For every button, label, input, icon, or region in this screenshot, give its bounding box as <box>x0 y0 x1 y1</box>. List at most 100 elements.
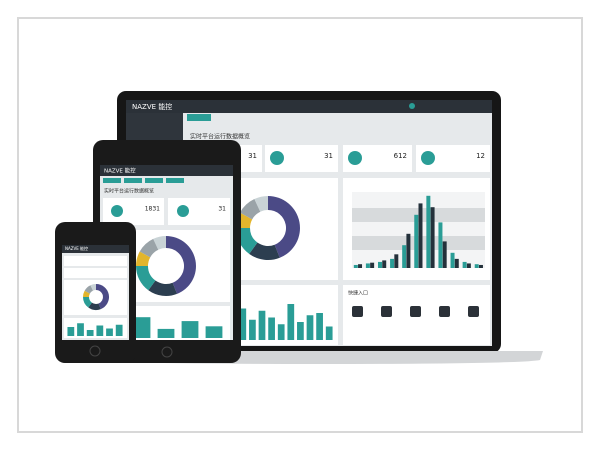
donut-segment <box>139 238 159 258</box>
bar <box>430 207 435 268</box>
page-title: 实时平台运行数据概览 <box>190 133 250 141</box>
bar <box>454 258 459 268</box>
donut-segment <box>153 236 166 250</box>
bar <box>249 319 256 340</box>
quick-icon[interactable] <box>468 306 479 317</box>
bar <box>358 264 363 268</box>
tab[interactable] <box>124 178 142 183</box>
donut-segment <box>88 302 101 311</box>
bar <box>205 326 223 338</box>
bar <box>414 214 419 268</box>
brand: NAZVE 能控 <box>104 167 136 175</box>
bar <box>394 254 399 268</box>
stat-value: 1831 <box>145 206 160 213</box>
bar <box>466 263 471 268</box>
bar <box>365 263 370 268</box>
bar <box>86 330 94 336</box>
laptop-charts <box>191 195 483 340</box>
bar <box>426 195 431 268</box>
bar <box>438 222 443 268</box>
quick-icon[interactable] <box>439 306 450 317</box>
home-button[interactable] <box>161 346 173 358</box>
bar <box>390 258 395 268</box>
tab[interactable] <box>145 178 163 183</box>
icon <box>421 151 435 165</box>
bar <box>67 327 75 336</box>
bar <box>115 324 123 336</box>
donut-segment <box>136 266 156 291</box>
bar <box>239 308 247 340</box>
donut-segment <box>268 196 300 258</box>
bar <box>462 261 467 268</box>
bar <box>377 261 382 268</box>
bar <box>96 325 104 336</box>
bar <box>450 252 455 268</box>
donut-segment <box>166 236 196 294</box>
phone-charts <box>67 284 123 336</box>
phone: NAZVE 能控 <box>55 222 136 363</box>
page-title: 实时平台运行数据概览 <box>104 188 154 195</box>
donut-segment <box>136 251 151 266</box>
card <box>64 268 127 278</box>
card <box>64 256 127 266</box>
donut-segment <box>83 290 90 297</box>
user-icon <box>409 103 415 109</box>
icon <box>111 205 123 217</box>
tab <box>187 114 211 121</box>
icon <box>348 151 362 165</box>
donut-segment <box>254 196 268 212</box>
bar <box>306 315 314 340</box>
stat-value: 612 <box>394 152 407 160</box>
bar <box>157 328 175 338</box>
bar <box>133 317 151 338</box>
brand: NAZVE 能控 <box>65 245 88 251</box>
bar <box>297 322 304 340</box>
tab[interactable] <box>166 178 184 183</box>
bar <box>382 260 387 268</box>
bar <box>325 326 333 340</box>
tablet-charts: 1831 31 <box>109 206 226 338</box>
quick-icon[interactable] <box>381 306 392 317</box>
stat-value: 31 <box>324 152 333 160</box>
bar <box>402 245 407 268</box>
bar <box>277 324 285 340</box>
bar <box>406 233 411 268</box>
bar <box>106 328 113 336</box>
donut-segment <box>239 199 261 220</box>
donut-segment <box>83 297 92 308</box>
brand: NAZVE 能控 <box>132 102 172 111</box>
bar <box>370 262 375 268</box>
bar <box>258 310 266 340</box>
bar <box>287 304 295 340</box>
bar <box>353 264 358 268</box>
stat-value: 31 <box>248 152 257 160</box>
panel-title: 快捷入口 <box>348 290 368 297</box>
top-bar <box>62 245 129 253</box>
bar <box>316 313 323 340</box>
donut-segment <box>96 284 110 310</box>
donut-segment <box>236 228 258 254</box>
bar <box>268 317 275 340</box>
bar <box>474 264 479 268</box>
donut-segment <box>90 284 96 291</box>
donut-segment <box>249 242 280 260</box>
stat-value: 31 <box>218 206 226 213</box>
bar <box>478 264 483 268</box>
home-button[interactable] <box>89 345 101 357</box>
icon <box>177 205 189 217</box>
bar <box>77 323 84 336</box>
top-bar <box>126 100 492 113</box>
quick-icon[interactable] <box>352 306 363 317</box>
donut-segment <box>84 285 94 294</box>
stat-value: 12 <box>476 152 485 160</box>
icon <box>270 151 284 165</box>
quick-icon[interactable] <box>410 306 421 317</box>
bar <box>442 241 447 268</box>
bar <box>181 321 199 338</box>
tab[interactable] <box>103 178 121 183</box>
donut-segment <box>148 280 178 296</box>
top-bar <box>100 165 233 176</box>
quick-icons <box>352 306 479 317</box>
